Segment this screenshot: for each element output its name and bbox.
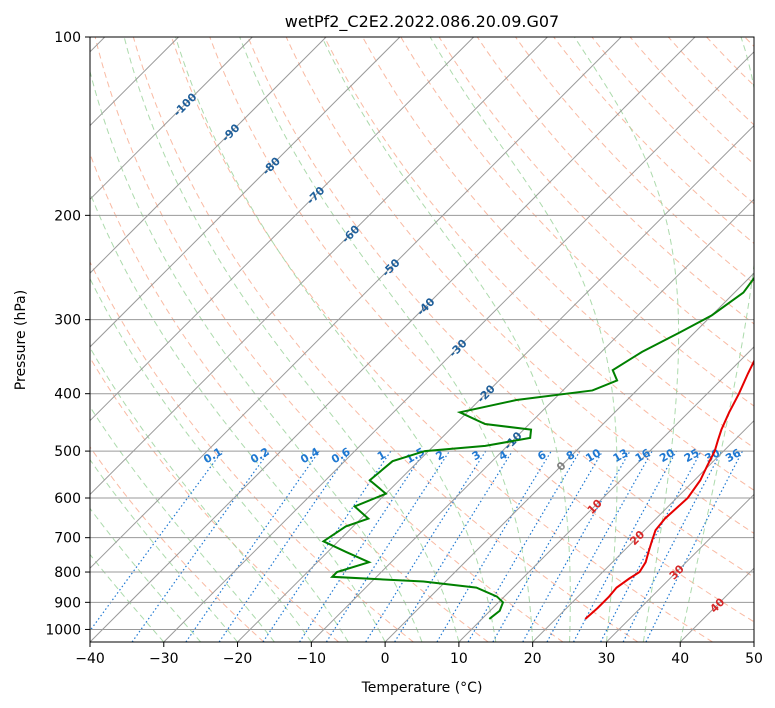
isotherm-gridline — [90, 37, 622, 569]
chart-title: wetPf2_C2E2.2022.086.20.09.G07 — [285, 12, 559, 32]
y-tick-label: 700 — [54, 531, 81, 547]
x-tick-label: 10 — [450, 651, 468, 667]
x-tick-label: 0 — [381, 651, 390, 667]
mixing-ratio-line — [262, 450, 392, 642]
y-tick-label: 800 — [54, 565, 81, 581]
moist-adiabat — [90, 458, 238, 642]
isotherm-gridline — [532, 419, 754, 642]
temperature-line — [584, 358, 754, 620]
x-tick-label: 50 — [745, 651, 763, 667]
isotherm-gridline — [458, 346, 754, 642]
mixing-ratio-line — [299, 450, 426, 642]
moist-adiabat — [429, 37, 618, 642]
dry-adiabat — [247, 37, 754, 578]
moist-adiabat — [321, 37, 571, 642]
mixing-ratio-line — [90, 450, 223, 632]
dry-adiabat — [209, 37, 754, 623]
mixing-ratio-line — [131, 450, 270, 642]
dry-adiabat — [132, 37, 639, 642]
isotherm-gridline — [384, 272, 754, 642]
x-tick-label: −30 — [149, 651, 179, 667]
moist-adiabat — [90, 405, 275, 642]
isotherm-gridline — [90, 37, 327, 274]
isotherm-gridline — [90, 37, 475, 422]
isotherm-gridline — [90, 37, 253, 201]
y-tick-label: 100 — [54, 30, 81, 46]
dry-adiabat — [90, 446, 265, 642]
isotherm-gridline — [237, 124, 754, 642]
mixing-ratio-line — [185, 450, 320, 642]
y-tick-label: 300 — [54, 313, 81, 329]
mixing-ratio-line — [325, 450, 450, 642]
moist-adiabat — [573, 37, 680, 642]
dry-adiabat — [171, 37, 713, 642]
dry-adiabat — [438, 37, 754, 366]
dry-adiabat — [323, 37, 754, 491]
moist-adiabat — [679, 37, 754, 642]
dry-adiabat — [90, 356, 339, 642]
x-tick-label: 40 — [671, 651, 689, 667]
isotherm-gridline — [310, 198, 754, 642]
y-tick-label: 1000 — [45, 622, 81, 638]
moist-adiabat — [123, 37, 460, 642]
moist-adiabat — [90, 69, 423, 642]
x-tick-label: −40 — [75, 651, 105, 667]
axes: −40 −30 −20 −10 0 10 20 30 40 50 100 200 300 400 500 60… — [45, 30, 763, 667]
x-tick-label: −10 — [297, 651, 327, 667]
profiles — [321, 276, 754, 620]
y-tick-label: 600 — [54, 491, 81, 507]
y-axis-label: Pressure (hPa) — [13, 290, 29, 390]
isotherm-gridline — [90, 37, 696, 642]
dewpoint-line — [321, 276, 754, 620]
moist-adiabat — [90, 507, 202, 642]
mixing-ratio-line — [645, 450, 744, 642]
dry-adiabat — [476, 37, 754, 325]
y-tick-label: 500 — [54, 444, 81, 460]
x-tick-label: 30 — [598, 651, 616, 667]
plot-frame — [89, 36, 755, 643]
isotherm-gridline — [163, 51, 754, 642]
isotherm-gridline — [90, 37, 548, 496]
mixing-ratio-line — [218, 450, 351, 642]
moist-adiabat — [90, 277, 349, 642]
background-lines — [90, 37, 754, 642]
x-tick-label: −20 — [223, 651, 253, 667]
y-tick-label: 400 — [54, 387, 81, 403]
x-axis-label: Temperature (°C) — [361, 680, 483, 696]
dry-adiabat — [94, 37, 564, 642]
moist-adiabat — [90, 553, 165, 642]
moist-adiabat — [90, 191, 386, 642]
isotherm-gridline — [90, 37, 401, 348]
plot-background — [90, 37, 754, 642]
isotherm-gridline — [753, 641, 754, 642]
mixing-ratio-line — [573, 450, 677, 642]
y-tick-label: 200 — [54, 208, 81, 224]
isotherm-gridline — [606, 493, 754, 642]
mixing-ratio-line — [546, 450, 653, 642]
y-tick-label: 900 — [54, 595, 81, 611]
mixing-ratio-line — [522, 450, 631, 642]
dry-adiabat — [285, 37, 754, 534]
mixing-ratio-line — [394, 450, 513, 642]
x-tick-label: 20 — [524, 651, 542, 667]
moist-adiabat — [175, 37, 497, 642]
moist-adiabat — [239, 37, 534, 642]
dry-adiabat — [90, 260, 414, 642]
